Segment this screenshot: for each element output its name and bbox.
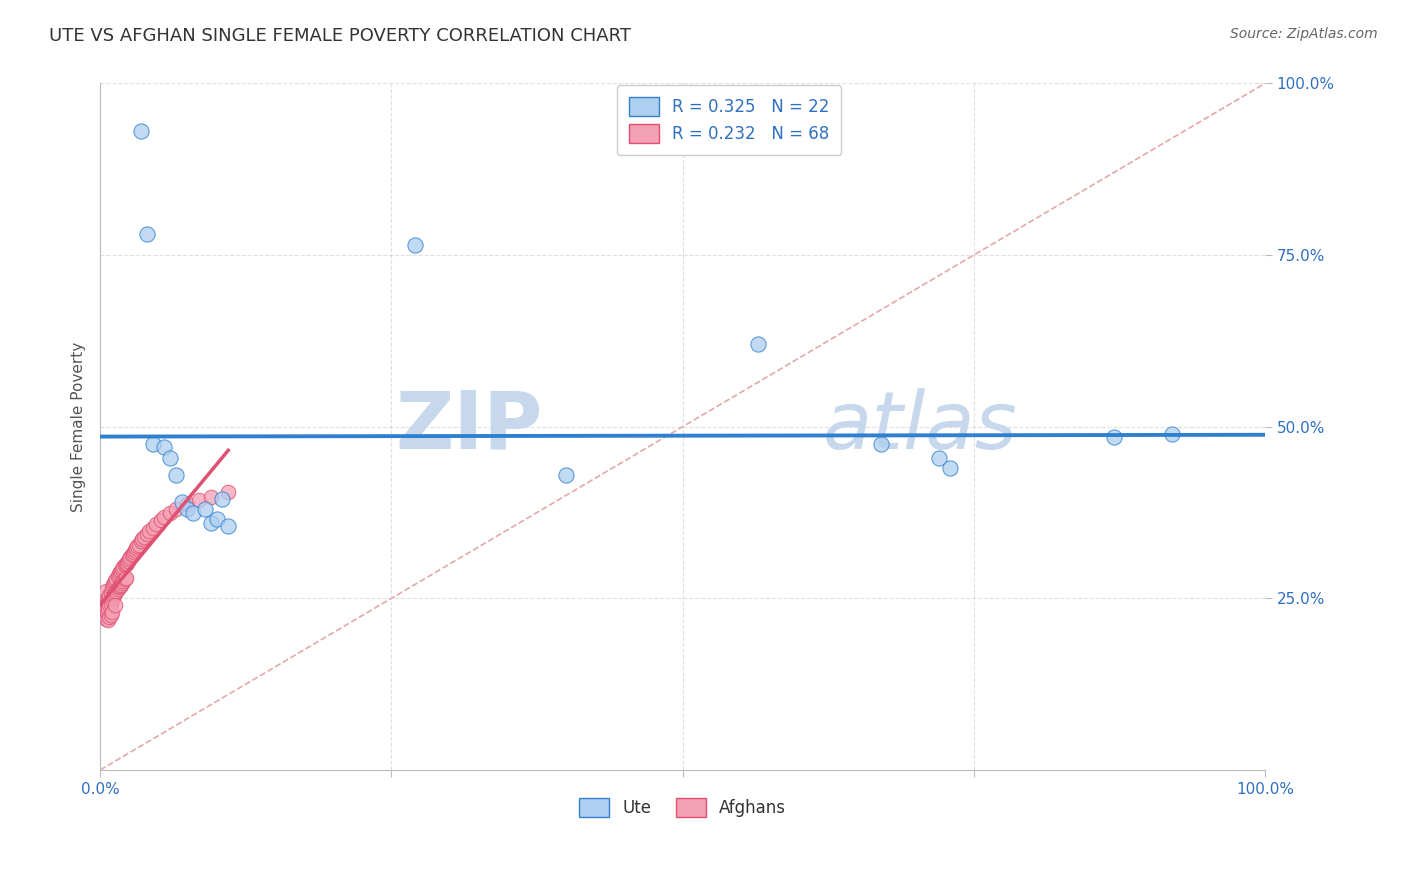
Point (115, 556, 138, 570)
Y-axis label: Single Female Poverty: Single Female Poverty (72, 342, 86, 512)
Point (404, 237, 426, 252)
Point (98, 599, 121, 613)
Point (200, 490, 222, 504)
Point (96, 595, 118, 609)
Point (138, 524, 160, 538)
Point (125, 541, 148, 556)
Point (108, 566, 131, 580)
Point (200, 516, 222, 530)
Point (194, 502, 217, 516)
Point (939, 461, 962, 475)
Point (120, 550, 142, 565)
Point (101, 577, 124, 591)
Point (101, 590, 124, 604)
Point (131, 533, 153, 547)
Point (149, 513, 172, 527)
Point (159, 506, 181, 520)
Point (103, 588, 125, 602)
Text: UTE VS AFGHAN SINGLE FEMALE POVERTY CORRELATION CHART: UTE VS AFGHAN SINGLE FEMALE POVERTY CORR… (49, 27, 631, 45)
Point (101, 592, 124, 607)
Point (114, 558, 136, 573)
Point (104, 599, 127, 613)
Point (129, 124, 152, 138)
Point (211, 491, 233, 506)
Text: ZIP: ZIP (395, 388, 543, 466)
Point (181, 506, 204, 520)
Point (128, 538, 150, 552)
Point (117, 553, 139, 567)
Point (104, 586, 127, 600)
Point (111, 576, 134, 591)
Point (159, 450, 181, 465)
Point (121, 548, 143, 562)
Point (127, 539, 149, 553)
Point (217, 485, 239, 500)
Point (94, 584, 117, 599)
Point (101, 605, 124, 619)
Point (97, 601, 120, 615)
Point (97, 613, 120, 627)
Point (129, 534, 152, 549)
Point (105, 572, 128, 586)
Point (100, 586, 122, 600)
Point (98, 588, 121, 602)
Point (101, 581, 124, 595)
Point (134, 530, 156, 544)
Point (94, 612, 117, 626)
Point (114, 557, 136, 571)
Point (110, 577, 132, 591)
Point (555, 467, 578, 482)
Point (217, 519, 239, 533)
Point (97, 591, 120, 606)
Point (141, 437, 163, 451)
Point (122, 544, 145, 558)
Point (869, 437, 891, 451)
Point (928, 450, 950, 465)
Point (108, 579, 131, 593)
Point (96, 605, 118, 619)
Point (153, 440, 176, 454)
Point (98, 610, 121, 624)
Point (105, 584, 128, 599)
Point (114, 572, 136, 586)
Point (145, 517, 167, 532)
Point (1102, 430, 1125, 444)
Point (165, 467, 187, 482)
Point (124, 543, 146, 558)
Point (121, 547, 143, 561)
Point (107, 580, 129, 594)
Text: Source: ZipAtlas.com: Source: ZipAtlas.com (1230, 27, 1378, 41)
Point (165, 502, 187, 516)
Point (112, 560, 135, 574)
Point (103, 576, 125, 591)
Point (188, 493, 211, 508)
Point (153, 510, 176, 524)
Point (112, 574, 135, 589)
Point (107, 569, 129, 583)
Point (100, 607, 122, 622)
Point (107, 567, 129, 582)
Point (141, 521, 163, 535)
Point (110, 564, 132, 578)
Point (176, 502, 198, 516)
Point (176, 497, 198, 511)
Point (104, 574, 127, 589)
Point (205, 512, 228, 526)
Text: atlas: atlas (823, 388, 1017, 466)
Point (111, 562, 134, 576)
Point (170, 495, 193, 509)
Point (747, 337, 769, 351)
Point (107, 582, 129, 597)
Point (94, 601, 117, 615)
Point (135, 526, 157, 541)
Point (135, 227, 157, 242)
Point (100, 597, 122, 611)
Point (114, 571, 136, 585)
Point (118, 551, 141, 566)
Point (1160, 426, 1182, 441)
Legend: Ute, Afghans: Ute, Afghans (572, 791, 793, 823)
